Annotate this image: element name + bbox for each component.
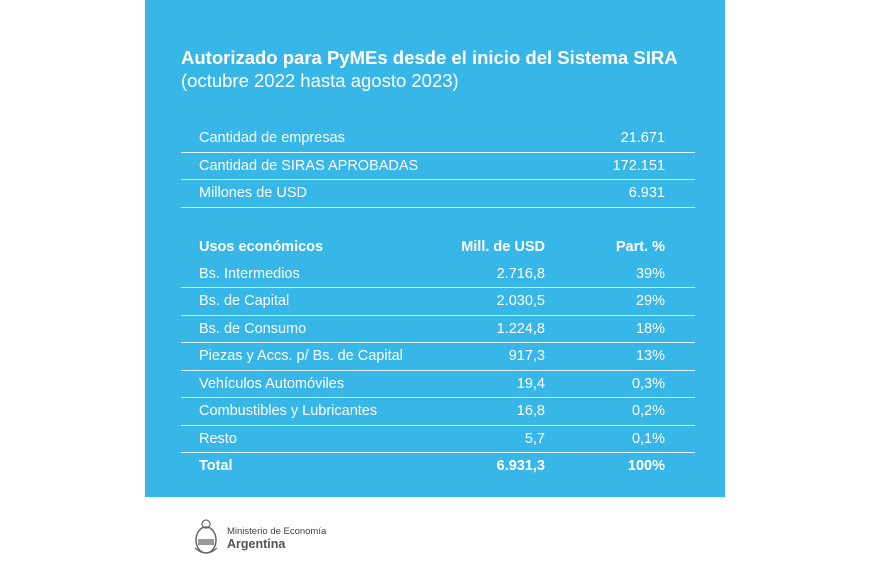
table-row: Resto 5,7 0,1% <box>181 426 695 453</box>
table-row: Combustibles y Lubricantes 16,8 0,2% <box>181 398 695 426</box>
row-part: 13% <box>635 348 665 365</box>
ministry-name: Ministerio de Economía <box>227 525 327 537</box>
summary-table: Cantidad de empresas 21.671 Cantidad de S… <box>181 125 695 208</box>
table-row: Piezas y Accs. p/ Bs. de Capital 917,3 13% <box>181 343 695 371</box>
row-label: Combustibles y Lubricantes <box>199 403 378 420</box>
row-part: 29% <box>635 293 665 310</box>
row-value: 16,8 <box>516 403 545 420</box>
row-label: Bs. de Capital <box>199 293 290 310</box>
summary-row: Cantidad de SIRAS APROBADAS 172.151 <box>181 153 695 180</box>
table-row: Bs. Intermedios 2.716,8 39% <box>181 261 695 288</box>
row-value: 172.151 <box>612 157 665 174</box>
info-panel: Autorizado para PyMEs desde el inicio de… <box>145 0 725 497</box>
panel-title: Autorizado para PyMEs desde el inicio de… <box>181 47 678 68</box>
total-part: 100% <box>627 458 665 475</box>
total-label: Total <box>199 458 233 475</box>
coat-of-arms-icon <box>194 519 218 554</box>
row-value: 6.931 <box>628 185 665 202</box>
row-part: 0,3% <box>631 375 665 392</box>
row-label: Cantidad de SIRAS APROBADAS <box>199 157 419 174</box>
row-value: 19,4 <box>516 375 545 392</box>
table-row: Bs. de Consumo 1.224,8 18% <box>181 316 695 343</box>
total-row: Total 6.931,3 100% <box>181 453 695 480</box>
row-part: 0,2% <box>631 403 665 420</box>
row-value: 2.030,5 <box>496 293 545 310</box>
row-part: 39% <box>635 265 665 282</box>
row-value: 5,7 <box>524 430 545 447</box>
panel-header: Autorizado para PyMEs desde el inicio de… <box>181 46 711 92</box>
row-part: 18% <box>635 320 665 337</box>
row-label: Resto <box>199 430 237 447</box>
header-part: Part. % <box>615 239 665 256</box>
row-value: 917,3 <box>508 348 545 365</box>
usos-table: Usos económicos Mill. de USD Part. % Bs. I… <box>181 234 695 480</box>
table-row: Vehículos Automóviles 19,4 0,3% <box>181 371 695 398</box>
summary-row: Cantidad de empresas 21.671 <box>181 125 695 153</box>
row-label: Millones de USD <box>199 185 307 202</box>
table-row: Bs. de Capital 2.030,5 29% <box>181 288 695 316</box>
row-label: Bs. Intermedios <box>199 265 300 282</box>
total-value: 6.931,3 <box>496 458 545 475</box>
row-part: 0,1% <box>631 430 665 447</box>
header-mill: Mill. de USD <box>461 239 545 256</box>
row-label: Piezas y Accs. p/ Bs. de Capital <box>199 348 403 365</box>
table-body: Bs. Intermedios 2.716,8 39% Bs. de Capital 2… <box>181 261 695 453</box>
row-value: 1.224,8 <box>496 320 545 337</box>
row-value: 21.671 <box>620 130 665 147</box>
header-usos: Usos económicos <box>199 239 324 256</box>
row-label: Cantidad de empresas <box>199 130 345 147</box>
row-value: 2.716,8 <box>496 265 545 282</box>
footer-logo: Ministerio de Economía Argentina <box>193 518 326 558</box>
summary-row: Millones de USD 6.931 <box>181 180 695 208</box>
row-label: Vehículos Automóviles <box>199 375 345 392</box>
row-label: Bs. de Consumo <box>199 320 307 337</box>
country-name: Argentina <box>227 536 286 551</box>
panel-subtitle: (octubre 2022 hasta agosto 2023) <box>181 70 459 91</box>
table-header: Usos económicos Mill. de USD Part. % <box>181 234 695 261</box>
